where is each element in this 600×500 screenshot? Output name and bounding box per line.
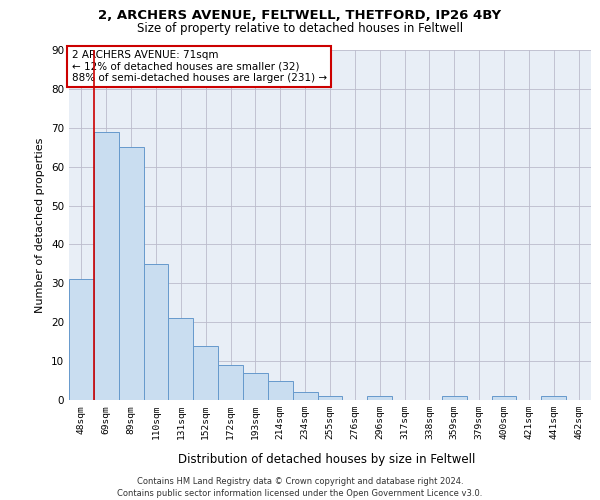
Y-axis label: Number of detached properties: Number of detached properties xyxy=(35,138,46,312)
Bar xyxy=(293,392,317,400)
Bar xyxy=(69,280,94,400)
Bar xyxy=(119,147,143,400)
Text: Distribution of detached houses by size in Feltwell: Distribution of detached houses by size … xyxy=(178,452,476,466)
Bar xyxy=(268,380,293,400)
Bar xyxy=(541,396,566,400)
Bar xyxy=(243,373,268,400)
Bar xyxy=(143,264,169,400)
Bar xyxy=(491,396,517,400)
Bar xyxy=(317,396,343,400)
Text: 2 ARCHERS AVENUE: 71sqm
← 12% of detached houses are smaller (32)
88% of semi-de: 2 ARCHERS AVENUE: 71sqm ← 12% of detache… xyxy=(71,50,327,83)
Bar xyxy=(367,396,392,400)
Text: Contains HM Land Registry data © Crown copyright and database right 2024.: Contains HM Land Registry data © Crown c… xyxy=(137,477,463,486)
Bar xyxy=(94,132,119,400)
Bar xyxy=(442,396,467,400)
Bar xyxy=(218,365,243,400)
Bar xyxy=(169,318,193,400)
Bar xyxy=(193,346,218,400)
Text: 2, ARCHERS AVENUE, FELTWELL, THETFORD, IP26 4BY: 2, ARCHERS AVENUE, FELTWELL, THETFORD, I… xyxy=(98,9,502,22)
Text: Contains public sector information licensed under the Open Government Licence v3: Contains public sector information licen… xyxy=(118,488,482,498)
Text: Size of property relative to detached houses in Feltwell: Size of property relative to detached ho… xyxy=(137,22,463,35)
